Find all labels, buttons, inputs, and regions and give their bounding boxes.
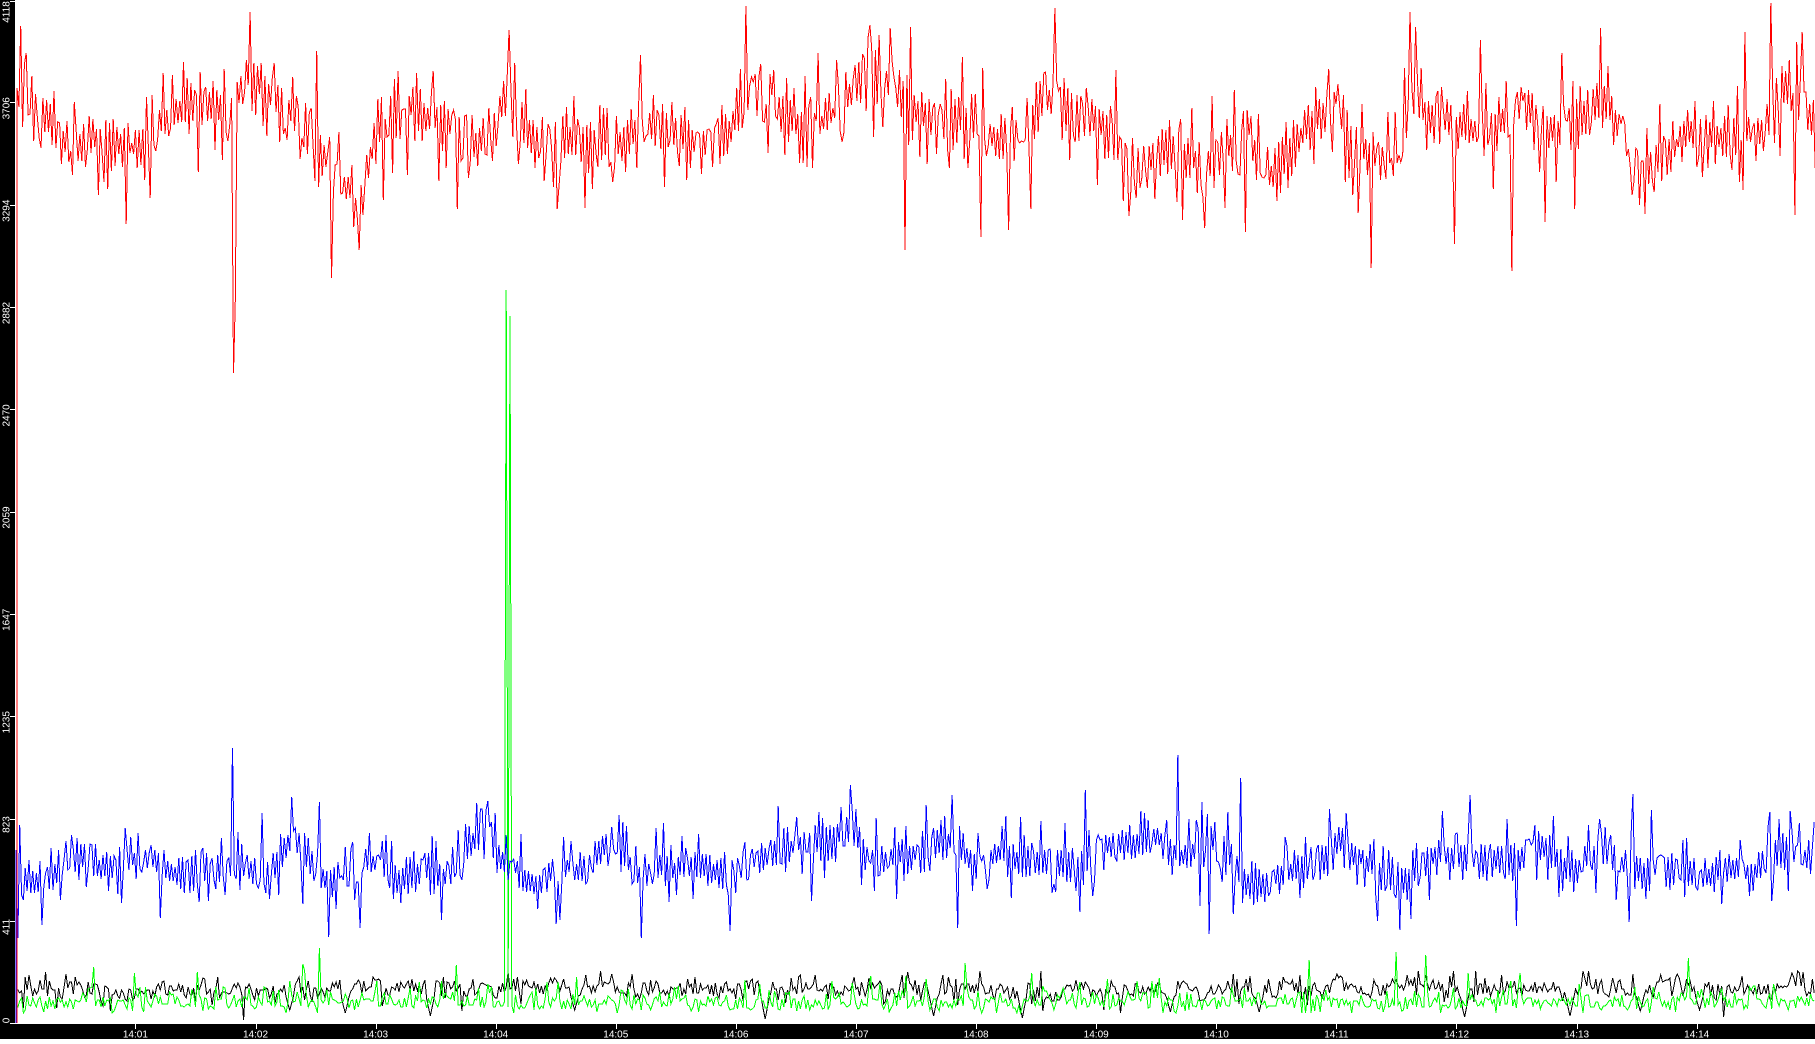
- svg-text:0: 0: [2, 1017, 13, 1023]
- svg-text:2470: 2470: [2, 404, 13, 427]
- svg-text:14:04: 14:04: [483, 1030, 508, 1040]
- svg-text:14:09: 14:09: [1084, 1030, 1109, 1040]
- svg-text:14:10: 14:10: [1204, 1030, 1229, 1040]
- svg-text:14:03: 14:03: [363, 1030, 388, 1040]
- svg-text:14:14: 14:14: [1684, 1030, 1709, 1040]
- svg-text:1647: 1647: [2, 608, 13, 631]
- svg-text:3294: 3294: [2, 199, 13, 222]
- svg-text:14:08: 14:08: [964, 1030, 989, 1040]
- svg-text:2882: 2882: [2, 301, 13, 324]
- svg-text:2059: 2059: [2, 506, 13, 529]
- svg-text:14:01: 14:01: [123, 1030, 148, 1040]
- svg-text:3706: 3706: [2, 97, 13, 120]
- svg-text:4118: 4118: [2, 1, 13, 23]
- svg-text:14:06: 14:06: [723, 1030, 748, 1040]
- svg-text:14:12: 14:12: [1444, 1030, 1469, 1040]
- svg-text:14:05: 14:05: [603, 1030, 628, 1040]
- svg-text:14:13: 14:13: [1564, 1030, 1589, 1040]
- svg-text:823: 823: [2, 816, 13, 833]
- svg-text:14:07: 14:07: [843, 1030, 868, 1040]
- svg-text:14:02: 14:02: [243, 1030, 268, 1040]
- svg-text:1235: 1235: [2, 711, 13, 734]
- svg-text:411: 411: [2, 918, 13, 934]
- svg-text:14:11: 14:11: [1324, 1030, 1349, 1040]
